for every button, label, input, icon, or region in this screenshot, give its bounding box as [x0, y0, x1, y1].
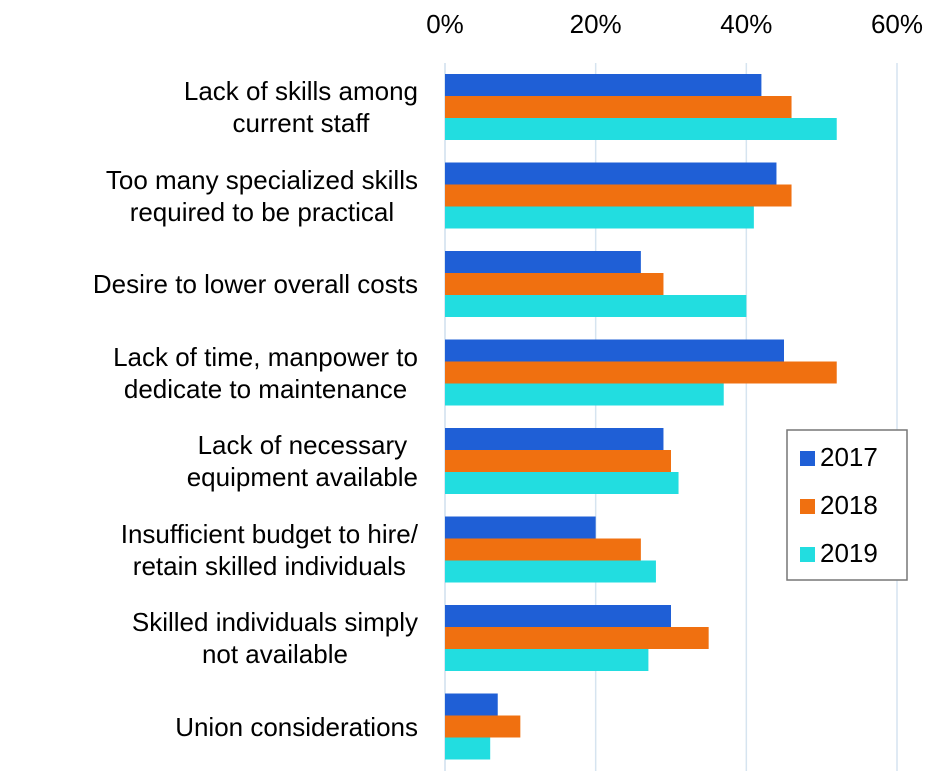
- x-tick-label: 40%: [720, 9, 772, 39]
- bar: [445, 74, 762, 96]
- bar: [445, 162, 777, 185]
- bar: [445, 605, 671, 627]
- bar: [445, 737, 491, 760]
- bar: [445, 96, 792, 118]
- category-label: Skilled individuals simply not available: [131, 607, 418, 669]
- bar: [445, 273, 664, 295]
- category-label: Too many specialized skills required to …: [105, 164, 418, 227]
- x-tick-label: 20%: [570, 9, 622, 39]
- bar: [445, 693, 498, 716]
- category-label: Insufficient budget to hire/ retain skil…: [120, 518, 418, 581]
- category-label: Lack of time, manpower to dedicate to ma…: [113, 341, 418, 404]
- bar: [445, 649, 649, 671]
- bar: [445, 560, 656, 583]
- bar: [445, 715, 521, 738]
- bar: [445, 472, 679, 494]
- legend-swatch: [800, 499, 815, 514]
- bar: [445, 383, 724, 406]
- legend-swatch: [800, 451, 815, 466]
- bar: [445, 251, 641, 273]
- bar: [445, 516, 596, 539]
- bar: [445, 450, 671, 472]
- legend-swatch: [800, 547, 815, 562]
- category-label: Desire to lower overall costs: [92, 269, 418, 299]
- legend-label: 2017: [820, 442, 878, 472]
- category-label: Lack of necessary equipment available: [186, 430, 418, 492]
- bar: [445, 184, 792, 207]
- bar: [445, 339, 784, 362]
- bar: [445, 361, 837, 384]
- bar: [445, 118, 837, 140]
- category-label: Union considerations: [175, 711, 418, 742]
- category-label: Lack of skills among current staff: [183, 76, 418, 138]
- bar: [445, 428, 664, 450]
- bar: [445, 295, 747, 317]
- legend-label: 2019: [820, 538, 878, 568]
- bar: [445, 538, 641, 561]
- x-tick-label: 0%: [426, 9, 464, 39]
- x-tick-label: 60%: [871, 9, 923, 39]
- bar: [445, 206, 754, 229]
- bar: [445, 627, 709, 649]
- legend-label: 2018: [820, 490, 878, 520]
